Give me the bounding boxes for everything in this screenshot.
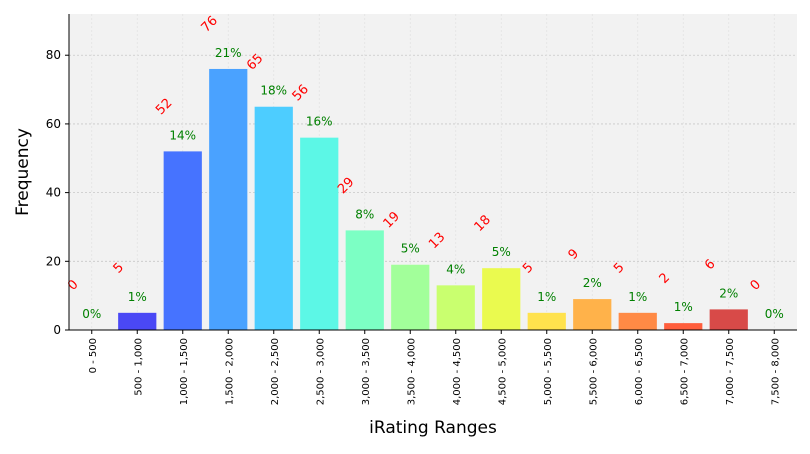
x-tick-label: 7,000 - 7,500 — [725, 338, 736, 405]
percent-label: 8% — [355, 207, 374, 221]
bar — [254, 106, 293, 330]
bar — [118, 312, 157, 330]
x-tick-label: 1,500 - 2,000 — [224, 338, 235, 405]
bar — [345, 230, 384, 330]
bar — [618, 312, 657, 330]
x-tick-label: 3,500 - 4,000 — [406, 338, 417, 405]
bar — [527, 312, 566, 330]
x-tick-label: 2,500 - 3,000 — [315, 338, 326, 405]
x-tick-label: 500 - 1,000 — [133, 338, 144, 396]
bar — [436, 285, 475, 330]
y-tick-label: 60 — [46, 117, 61, 131]
percent-label: 1% — [674, 300, 693, 314]
bar — [300, 137, 339, 330]
bar — [709, 309, 748, 330]
percent-label: 2% — [583, 276, 602, 290]
x-tick-label: 4,500 - 5,000 — [497, 338, 508, 405]
bar — [163, 151, 202, 330]
grid-lines — [69, 14, 797, 330]
percent-label: 1% — [537, 290, 556, 304]
percent-label: 18% — [260, 84, 287, 98]
x-tick-label: 6,000 - 6,500 — [634, 338, 645, 405]
bar — [573, 299, 612, 330]
y-tick-label: 0 — [53, 323, 61, 337]
percent-label: 5% — [401, 242, 420, 256]
x-tick-label: 5,500 - 6,000 — [588, 338, 599, 405]
x-tick-label: 2,000 - 2,500 — [270, 338, 281, 405]
percent-label: 4% — [446, 262, 465, 276]
percent-label: 5% — [492, 245, 511, 259]
percent-label: 1% — [628, 290, 647, 304]
y-tick-label: 40 — [46, 186, 61, 200]
x-tick-label: 1,000 - 1,500 — [179, 338, 190, 405]
x-tick-label: 0 - 500 — [88, 338, 99, 373]
x-tick-label: 3,000 - 3,500 — [361, 338, 372, 405]
percent-label: 1% — [128, 290, 147, 304]
x-tick-label: 6,500 - 7,000 — [679, 338, 690, 405]
x-ticks: 0 - 500 500 - 1,000 1,000 - 1,500 1,500 - 2… — [88, 330, 781, 405]
bar — [664, 323, 703, 330]
x-tick-label: 7,500 - 8,000 — [770, 338, 781, 405]
axes — [68, 14, 797, 331]
bars — [118, 68, 748, 331]
percent-label: 0% — [765, 307, 784, 321]
bar — [209, 68, 248, 331]
x-tick-label: 5,000 - 5,500 — [543, 338, 554, 405]
percent-label: 21% — [215, 46, 242, 60]
x-axis-label: iRating Ranges — [369, 418, 497, 438]
bar — [482, 268, 521, 330]
y-tick-label: 20 — [46, 254, 61, 268]
bar — [391, 264, 430, 330]
percent-label: 14% — [169, 128, 196, 142]
x-tick-label: 4,000 - 4,500 — [452, 338, 463, 405]
percent-label: 0% — [82, 307, 101, 321]
y-ticks: 0 20 40 60 80 — [46, 48, 69, 337]
y-tick-label: 80 — [46, 48, 61, 62]
y-axis-label: Frequency — [13, 128, 33, 216]
percent-label: 16% — [306, 115, 333, 129]
percent-label: 2% — [719, 286, 738, 300]
